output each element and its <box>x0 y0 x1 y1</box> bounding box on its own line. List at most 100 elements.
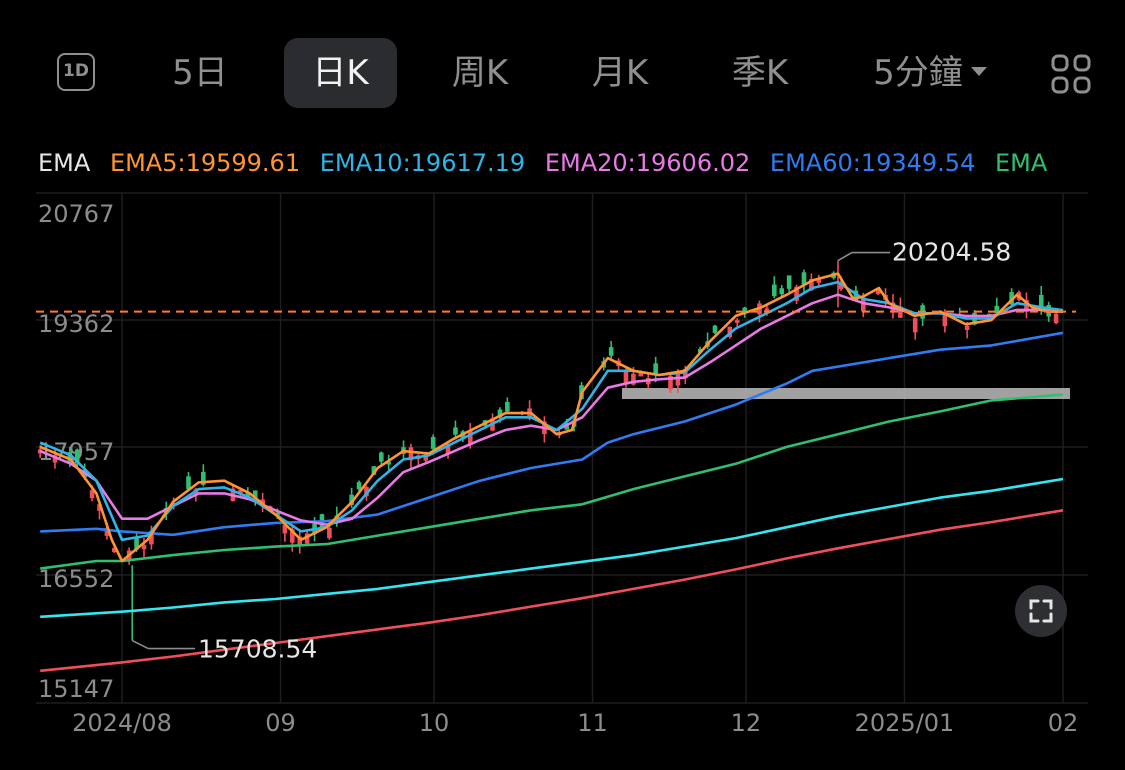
x-tick-label: 2025/01 <box>855 709 955 737</box>
candle-body <box>445 443 451 454</box>
candle-body <box>386 461 392 465</box>
legend-ema-more: EMA <box>994 149 1048 177</box>
candle-body <box>623 371 629 384</box>
candle-body <box>734 320 740 323</box>
tab-quarterly-k[interactable]: 季K <box>731 53 789 93</box>
candle-body <box>275 512 280 516</box>
candle-body <box>304 533 310 544</box>
candle-body <box>994 305 1000 314</box>
candle-body <box>809 279 814 291</box>
candle-body <box>712 325 718 333</box>
candle-body <box>801 272 807 285</box>
highlight-band <box>622 388 1070 399</box>
candle-body <box>772 284 777 297</box>
period-toolbar: 1D 5日 日K 周K 月K 季K 5分鐘 <box>0 38 1125 108</box>
candle-body <box>104 527 110 536</box>
candle-body <box>112 547 117 553</box>
legend-ema10: EMA10:19617.19 <box>319 149 526 177</box>
candle-body <box>378 452 384 462</box>
candle-body <box>408 447 414 461</box>
candle-body <box>898 306 903 318</box>
x-tick-label: 2024/08 <box>72 709 172 737</box>
legend-ema20: EMA20:19606.02 <box>544 149 751 177</box>
candle-body <box>245 492 251 498</box>
tab-weekly-k[interactable]: 周K <box>451 53 509 93</box>
max-annotation-label: 20204.58 <box>892 238 1011 267</box>
x-tick-label: 11 <box>577 709 608 737</box>
legend-title: EMA <box>38 149 91 177</box>
one-day-icon[interactable]: 1D <box>57 53 95 91</box>
y-tick-label: 16552 <box>38 565 114 593</box>
interval-label: 5分鐘 <box>873 53 963 93</box>
candle-body <box>683 368 688 379</box>
expand-icon <box>1029 599 1053 623</box>
candle-body <box>423 454 429 461</box>
candle-body <box>282 524 288 534</box>
x-tick-label: 09 <box>265 709 296 737</box>
x-tick-label: 02 <box>1048 709 1079 737</box>
candle-body <box>430 437 436 449</box>
candle-body <box>290 529 295 543</box>
candle-body <box>779 288 785 295</box>
candle-body <box>252 490 258 499</box>
candle-body <box>942 314 948 327</box>
fullscreen-button[interactable] <box>1015 585 1067 637</box>
candle-body <box>964 326 970 330</box>
candle-body <box>875 288 881 295</box>
y-tick-label: 19362 <box>38 310 114 338</box>
candle-body <box>564 425 569 430</box>
candle-body <box>764 308 770 312</box>
candle-body <box>794 286 799 301</box>
candle-body <box>52 455 58 463</box>
tab-monthly-k[interactable]: 月K <box>591 53 649 93</box>
candle-body <box>371 466 377 475</box>
legend-ema5: EMA5:19599.61 <box>109 149 301 177</box>
indicator-legend[interactable]: EMA EMA5:19599.61 EMA10:19617.19 EMA20:1… <box>38 146 1086 180</box>
grid-icon[interactable] <box>1050 53 1092 95</box>
y-tick-label: 15147 <box>38 675 114 703</box>
candle-body <box>238 490 243 494</box>
interval-dropdown[interactable]: 5分鐘 <box>860 38 1000 108</box>
min-annotation-label: 15708.54 <box>198 635 317 664</box>
candle-body <box>74 449 80 464</box>
candle-body <box>1038 294 1044 309</box>
candle-body <box>1053 313 1059 324</box>
candle-body <box>149 531 154 545</box>
candle-body <box>838 282 844 290</box>
x-tick-label: 12 <box>731 709 762 737</box>
plot-area <box>37 260 1070 673</box>
candle-body <box>668 375 673 390</box>
candle-body <box>497 409 503 418</box>
candle-body <box>89 490 95 499</box>
candle-body <box>364 487 369 497</box>
candle-body <box>816 278 822 283</box>
candle-body <box>786 275 792 289</box>
ema-long-line <box>40 509 1064 673</box>
candle-body <box>134 536 139 550</box>
max-annotation-leader <box>837 251 853 262</box>
candle-body <box>349 494 354 506</box>
tab-5-day[interactable]: 5日 <box>172 53 228 93</box>
tab-daily-k[interactable]: 日K <box>284 38 397 108</box>
legend-ema60: EMA60:19349.54 <box>769 149 976 177</box>
candle-body <box>505 401 510 412</box>
candle-body <box>201 471 206 485</box>
y-tick-label: 20767 <box>38 200 114 228</box>
ema250-line <box>40 477 1064 619</box>
min-annotation-leader <box>131 639 149 650</box>
candle-body <box>97 504 102 511</box>
candle-body <box>356 482 362 490</box>
x-tick-label: 10 <box>419 709 450 737</box>
candle-body <box>697 348 703 353</box>
candle-body <box>631 373 636 385</box>
candle-body <box>67 452 73 463</box>
candle-body <box>638 373 644 377</box>
candle-body <box>608 347 614 356</box>
candle-body <box>186 476 191 490</box>
candle-body <box>653 363 658 376</box>
candle-body <box>327 527 332 539</box>
candle-body <box>141 545 147 550</box>
candle-body <box>912 318 918 333</box>
candle-body <box>742 307 747 314</box>
